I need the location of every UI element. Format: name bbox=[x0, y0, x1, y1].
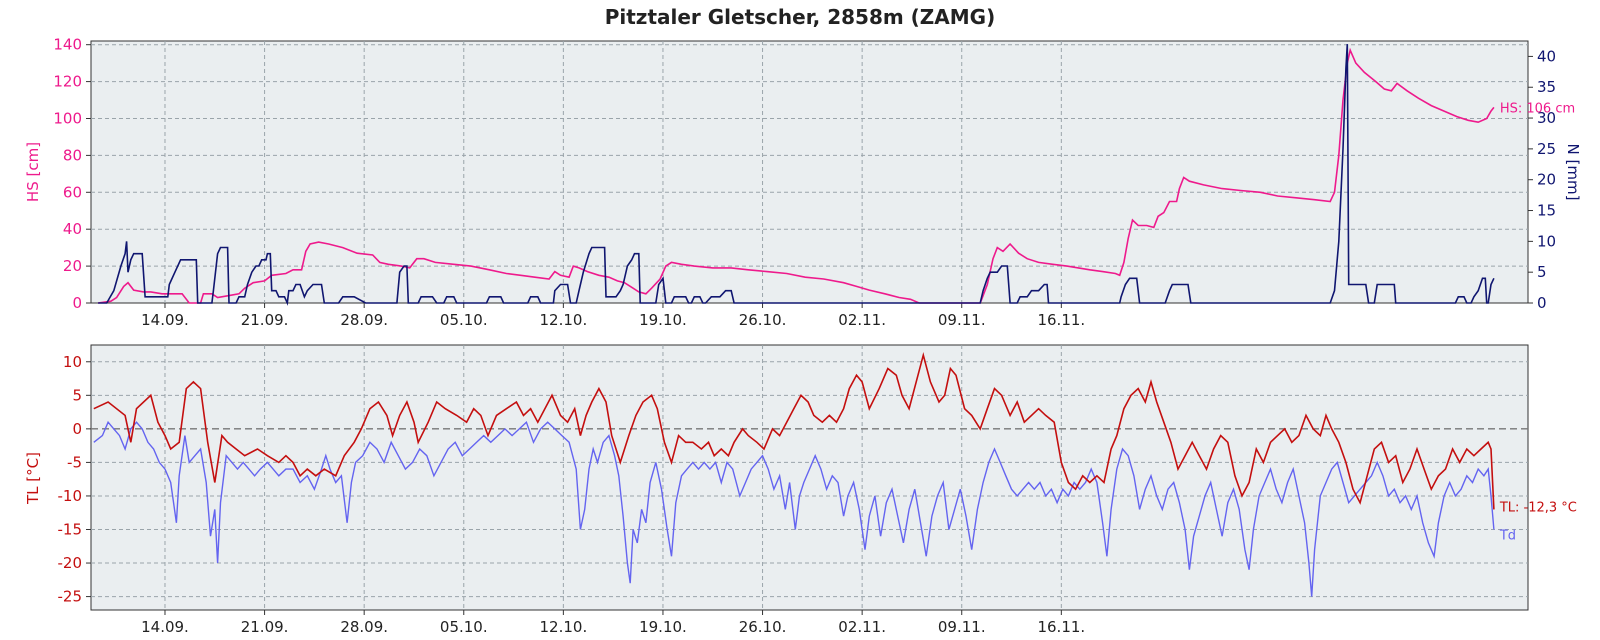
bottom-x-axis-ticks: 14.09. 21.09. 28.09. 05.10. 12.10. 19.10. 26.1… bbox=[141, 610, 1085, 636]
top-x-axis-ticks: 14.09. 21.09. 28.09. 05.10. 12.10. 19.10. 26.1… bbox=[141, 303, 1085, 329]
chart-title: Pitztaler Gletscher, 2858m (ZAMG) bbox=[605, 5, 996, 29]
tl-axis-label: TL [°C] bbox=[24, 452, 42, 505]
x-tick-label: 14.09. bbox=[141, 311, 189, 329]
hs-tick-label: 40 bbox=[63, 220, 82, 238]
tl-tick-label: -10 bbox=[58, 487, 83, 505]
top-grid bbox=[91, 41, 1528, 303]
tl-axis-ticks: 10 5 0 -5 -10 -15 -20 -25 bbox=[58, 353, 91, 606]
x-tick-label: 16.11. bbox=[1037, 311, 1085, 329]
x-tick-label: 05.10. bbox=[440, 618, 488, 636]
x-tick-label: 12.10. bbox=[540, 618, 588, 636]
hs-tick-label: 140 bbox=[53, 36, 82, 54]
hs-tick-label: 20 bbox=[63, 257, 82, 275]
x-tick-label: 26.10. bbox=[739, 618, 787, 636]
x-tick-label: 02.11. bbox=[838, 618, 886, 636]
td-current-label: Td bbox=[1499, 528, 1516, 543]
hs-tick-label: 80 bbox=[63, 146, 82, 164]
tl-tick-label: 0 bbox=[72, 420, 82, 438]
x-tick-label: 28.09. bbox=[340, 618, 388, 636]
x-tick-label: 21.09. bbox=[241, 311, 289, 329]
n-tick-label: 25 bbox=[1537, 140, 1556, 158]
x-tick-label: 14.09. bbox=[141, 618, 189, 636]
tl-tick-label: -5 bbox=[67, 453, 82, 471]
tl-tick-label: 5 bbox=[72, 386, 82, 404]
top-plot-area bbox=[90, 40, 1529, 304]
tl-current-label: TL: -12,3 °C bbox=[1499, 500, 1577, 515]
bottom-grid bbox=[91, 345, 1528, 610]
hs-axis-label: HS [cm] bbox=[24, 142, 42, 202]
n-axis-label: N [mm] bbox=[1564, 144, 1582, 201]
x-tick-label: 02.11. bbox=[838, 311, 886, 329]
x-tick-label: 16.11. bbox=[1037, 618, 1085, 636]
n-tick-label: 5 bbox=[1537, 263, 1547, 281]
x-tick-label: 09.11. bbox=[938, 618, 986, 636]
top-panel: 0 20 40 60 80 100 120 140 0 5 10 15 20 25 30 35 40 14.0… bbox=[24, 36, 1582, 329]
x-tick-label: 05.10. bbox=[440, 311, 488, 329]
x-tick-label: 26.10. bbox=[739, 311, 787, 329]
x-tick-label: 28.09. bbox=[340, 311, 388, 329]
n-tick-label: 35 bbox=[1537, 78, 1556, 96]
tl-series-line bbox=[93, 351, 1495, 510]
hs-axis-ticks: 0 20 40 60 80 100 120 140 bbox=[53, 36, 91, 312]
n-tick-label: 15 bbox=[1537, 202, 1556, 220]
n-axis-ticks: 0 5 10 15 20 25 30 35 40 bbox=[1528, 47, 1556, 312]
hs-tick-label: 0 bbox=[72, 294, 82, 312]
hs-tick-label: 120 bbox=[53, 73, 82, 91]
tl-tick-label: 10 bbox=[63, 353, 82, 371]
n-tick-label: 10 bbox=[1537, 232, 1556, 250]
x-tick-label: 09.11. bbox=[938, 311, 986, 329]
x-tick-label: 21.09. bbox=[241, 618, 289, 636]
n-tick-label: 20 bbox=[1537, 171, 1556, 189]
hs-series-line bbox=[97, 47, 1495, 304]
td-series-line bbox=[93, 420, 1495, 597]
tl-tick-label: -15 bbox=[58, 520, 83, 538]
bottom-plot-area bbox=[90, 344, 1529, 611]
n-tick-label: 30 bbox=[1537, 109, 1556, 127]
n-tick-label: 40 bbox=[1537, 47, 1556, 65]
n-series-line bbox=[98, 44, 1495, 306]
x-tick-label: 19.10. bbox=[639, 311, 687, 329]
n-tick-label: 0 bbox=[1537, 294, 1547, 312]
hs-tick-label: 60 bbox=[63, 183, 82, 201]
x-tick-label: 19.10. bbox=[639, 618, 687, 636]
x-tick-label: 12.10. bbox=[540, 311, 588, 329]
hs-current-label: HS: 106 cm bbox=[1500, 101, 1575, 116]
bottom-panel: 10 5 0 -5 -10 -15 -20 -25 14.09. 21.09. 28.09. 05.… bbox=[24, 344, 1577, 636]
tl-tick-label: -20 bbox=[58, 554, 83, 572]
hs-tick-label: 100 bbox=[53, 109, 82, 127]
tl-tick-label: -25 bbox=[58, 588, 83, 606]
